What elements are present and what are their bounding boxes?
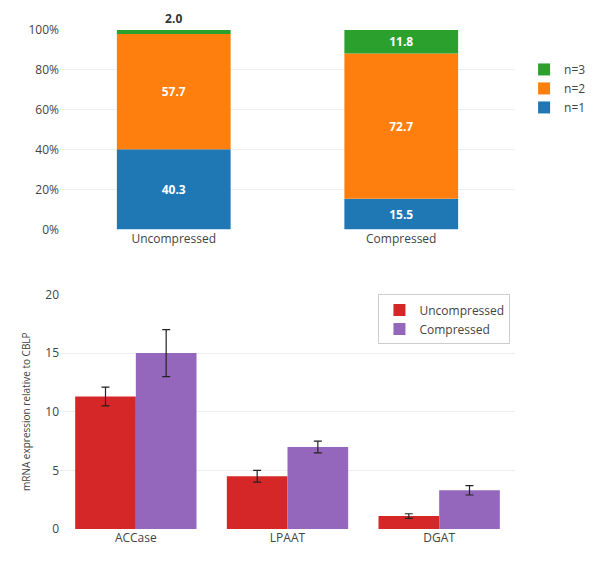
svg-text:20: 20 <box>45 286 59 303</box>
svg-text:10: 10 <box>45 403 59 420</box>
svg-text:Compressed: Compressed <box>366 230 436 247</box>
svg-text:100%: 100% <box>28 21 59 38</box>
svg-text:2.0: 2.0 <box>165 10 182 27</box>
svg-text:20%: 20% <box>35 181 59 198</box>
svg-text:0: 0 <box>52 520 59 537</box>
svg-text:15.5: 15.5 <box>389 206 413 223</box>
svg-text:0%: 0% <box>42 221 59 238</box>
svg-text:n=1: n=1 <box>564 99 585 116</box>
svg-text:n=3: n=3 <box>564 61 585 78</box>
svg-text:ACCase: ACCase <box>115 529 157 546</box>
svg-text:80%: 80% <box>35 61 59 78</box>
svg-text:40%: 40% <box>35 141 59 158</box>
svg-text:57.7: 57.7 <box>162 83 186 100</box>
svg-text:Compressed: Compressed <box>419 321 489 338</box>
svg-text:72.7: 72.7 <box>389 118 413 135</box>
svg-text:11.8: 11.8 <box>389 33 413 50</box>
svg-text:15: 15 <box>45 344 59 361</box>
svg-text:mRNA expression relative to CB: mRNA expression relative to CBLP <box>19 332 33 491</box>
svg-text:n=2: n=2 <box>564 80 585 97</box>
svg-text:LPAAT: LPAAT <box>270 529 306 546</box>
svg-text:5: 5 <box>52 462 59 479</box>
svg-text:60%: 60% <box>35 101 59 118</box>
svg-text:DGAT: DGAT <box>423 529 455 546</box>
svg-text:Uncompressed: Uncompressed <box>419 302 504 319</box>
svg-text:Uncompressed: Uncompressed <box>131 230 216 247</box>
svg-text:40.3: 40.3 <box>162 181 186 198</box>
